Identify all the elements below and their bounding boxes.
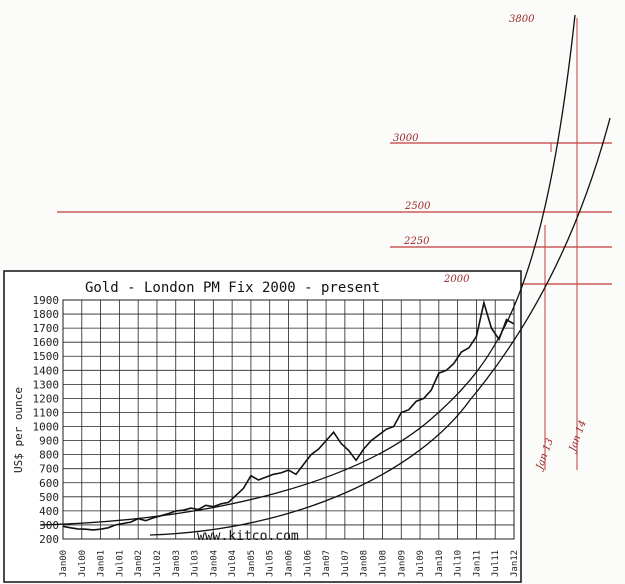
x-tick-label: Jan07	[322, 550, 332, 577]
y-tick-label: 1200	[33, 392, 60, 405]
y-tick-label: 1600	[33, 336, 60, 349]
y-tick-label: 600	[39, 477, 59, 490]
chart-title: Gold - London PM Fix 2000 - present	[85, 280, 380, 296]
x-tick-label: Jul07	[341, 550, 351, 577]
x-tick-label: Jul02	[153, 550, 163, 577]
y-tick-label: 1500	[33, 350, 60, 363]
x-tick-label: Jan09	[397, 550, 407, 577]
y-tick-label: 1700	[33, 322, 60, 335]
y-axis-label: US$ per ounce	[12, 387, 25, 473]
x-tick-label: Jul00	[78, 550, 88, 577]
x-tick-label: Jul11	[491, 550, 501, 577]
y-tick-label: 1400	[33, 364, 60, 377]
level-label-2000: 2000	[443, 274, 470, 285]
watermark: www.kitco.com	[197, 529, 299, 544]
x-tick-label: Jul03	[191, 550, 201, 577]
level-label-3800: 3800	[509, 14, 535, 25]
x-tick-label: Jan03	[172, 550, 182, 577]
y-tick-label: 800	[39, 449, 59, 462]
y-tick-label: 1900	[33, 294, 60, 307]
date-label-jan13: Jan 13	[534, 437, 556, 473]
x-tick-label: Jul10	[454, 550, 464, 577]
x-tick-label: Jul04	[228, 550, 238, 577]
level-label-3000: 3000	[393, 133, 419, 144]
y-tick-label: 1000	[33, 421, 60, 434]
x-tick-label: Jul01	[115, 550, 125, 577]
y-tick-label: 700	[39, 463, 59, 476]
level-label-2500: 2500	[404, 201, 431, 212]
x-tick-label: Jan00	[59, 550, 69, 577]
y-tick-label: 1100	[33, 406, 60, 419]
x-tick-label: Jul09	[416, 550, 426, 577]
x-tick-label: Jan01	[97, 550, 107, 577]
x-tick-label: Jul08	[378, 550, 388, 577]
y-tick-label: 1300	[33, 378, 60, 391]
y-tick-label: 300	[39, 519, 59, 532]
y-tick-label: 400	[39, 505, 59, 518]
x-tick-label: Jan04	[209, 550, 219, 577]
x-tick-label: Jan12	[510, 550, 520, 577]
x-tick-label: Jul05	[266, 550, 276, 577]
lower-parabola-curve	[149, 117, 611, 536]
x-tick-label: Jan11	[472, 550, 482, 577]
x-tick-label: Jan05	[247, 550, 257, 577]
level-label-2250: 2250	[403, 236, 430, 247]
x-tick-label: Jan10	[435, 550, 445, 577]
y-tick-label: 200	[39, 533, 59, 546]
y-tick-label: 900	[39, 435, 59, 448]
x-tick-label: Jul06	[303, 550, 313, 577]
hand-drawn-curves	[39, 14, 611, 536]
date-label-jan14: Jan 14	[567, 419, 589, 455]
y-tick-label: 1800	[33, 308, 60, 321]
y-tick-label: 500	[39, 491, 59, 504]
x-tick-label: Jan06	[285, 550, 295, 577]
x-tick-label: Jan02	[134, 550, 144, 577]
upper-parabola-curve	[39, 14, 576, 526]
x-tick-label: Jan08	[360, 550, 370, 577]
